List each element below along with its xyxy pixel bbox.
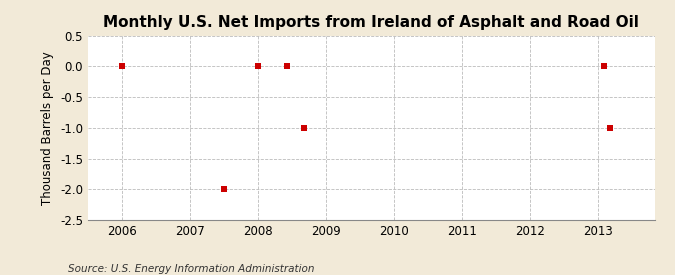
Y-axis label: Thousand Barrels per Day: Thousand Barrels per Day	[41, 51, 54, 205]
Text: Source: U.S. Energy Information Administration: Source: U.S. Energy Information Administ…	[68, 264, 314, 274]
Title: Monthly U.S. Net Imports from Ireland of Asphalt and Road Oil: Monthly U.S. Net Imports from Ireland of…	[103, 15, 639, 31]
